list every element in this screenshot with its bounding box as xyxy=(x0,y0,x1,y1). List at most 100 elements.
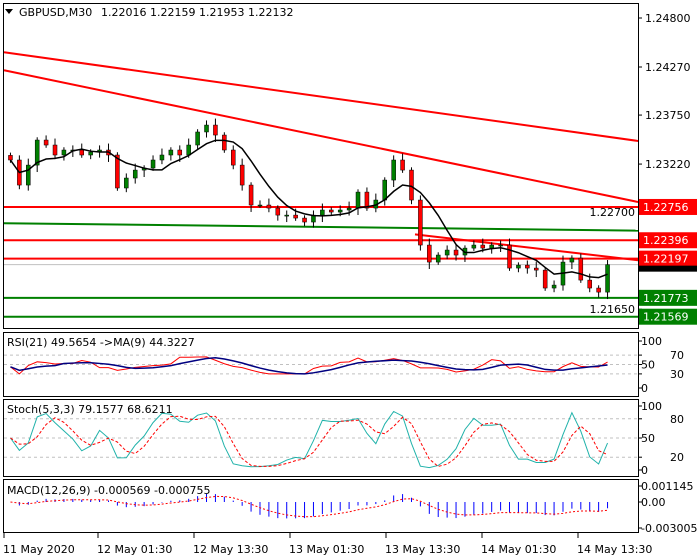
bear-candle xyxy=(222,134,227,151)
macd-panel xyxy=(10,493,609,519)
indicator-tick-label: 20 xyxy=(670,451,684,464)
stoch-signal-line xyxy=(10,415,608,467)
bull-candle xyxy=(159,154,165,161)
bull-candle xyxy=(489,244,494,249)
bull-candle xyxy=(355,191,361,209)
bear-candle xyxy=(542,269,548,289)
price-tick-label: 1.24800 xyxy=(645,12,691,25)
bull-candle xyxy=(124,177,129,189)
resistance-trendline xyxy=(3,69,639,203)
bear-candle xyxy=(52,144,58,156)
bear-candle xyxy=(578,257,584,281)
bear-candle xyxy=(231,149,236,166)
price-tick-label: 1.22700 xyxy=(590,206,636,219)
time-tick-label: 14 May 01:30 xyxy=(481,543,556,556)
bull-candle xyxy=(346,207,352,211)
bear-candle xyxy=(239,164,245,186)
price-tick-label: 1.24270 xyxy=(645,61,691,74)
bear-candle xyxy=(213,124,218,136)
current-price-label-bg xyxy=(639,265,697,272)
indicator-tick-label: 80 xyxy=(670,413,684,426)
rsi-title: RSI(21) 49.5654 ->MA(9) 44.3227 xyxy=(7,336,195,349)
indicator-tick-label: 0.001145 xyxy=(641,480,694,493)
bull-candle xyxy=(26,164,31,186)
bear-candle xyxy=(302,217,307,223)
bear-candle xyxy=(453,249,459,256)
price-level-label: 1.22756 xyxy=(643,201,689,214)
time-tick-label: 12 May 13:30 xyxy=(193,543,268,556)
bear-candle xyxy=(507,244,512,269)
bear-candle xyxy=(293,214,298,219)
bear-candle xyxy=(79,149,84,156)
price-level-label-bg xyxy=(639,198,697,215)
bear-candle xyxy=(525,264,530,269)
price-tick-label: 1.21650 xyxy=(590,303,636,316)
bull-candle xyxy=(382,179,387,201)
price-level-label-bg xyxy=(639,308,697,325)
bear-candle xyxy=(8,155,13,161)
indicator-tick-label: 50 xyxy=(641,432,655,445)
time-tick-label: 13 May 13:30 xyxy=(385,543,460,556)
rsi-line xyxy=(10,356,608,375)
moving-average-line xyxy=(9,139,608,279)
time-tick-label: 11 May 2020 xyxy=(3,543,75,556)
bull-candle xyxy=(195,131,200,146)
macd-title: MACD(12,26,9) -0.000569 -0.000755 xyxy=(7,484,210,497)
bear-candle xyxy=(480,244,486,249)
bear-candle xyxy=(587,279,592,289)
price-level-label: 1.21569 xyxy=(643,311,689,324)
price-level-label: 1.22396 xyxy=(643,234,689,247)
bull-candle xyxy=(605,264,610,293)
bull-candle xyxy=(498,244,503,247)
indicator-tick-label: 0.00 xyxy=(641,496,666,509)
bull-candle xyxy=(337,209,343,213)
bull-candle xyxy=(471,244,477,249)
bull-candle xyxy=(516,264,521,269)
bear-candle xyxy=(364,191,370,209)
bear-candle xyxy=(248,184,254,206)
stoch-main-line xyxy=(10,410,609,469)
price-level-label-bg xyxy=(639,250,697,267)
bear-candle xyxy=(266,204,272,209)
price-tick-label: 1.23750 xyxy=(645,109,691,122)
indicator-tick-label: 0 xyxy=(641,464,648,477)
stoch-panel xyxy=(4,410,638,469)
chart-symbol: GBPUSD,M30 xyxy=(19,6,92,19)
bull-candle xyxy=(61,149,67,156)
bear-candle xyxy=(596,287,601,293)
bear-candle xyxy=(427,244,432,263)
macd-panel-frame xyxy=(3,479,639,533)
time-tick-label: 14 May 13:30 xyxy=(577,543,652,556)
bear-candle xyxy=(329,209,334,213)
support-trendline xyxy=(3,222,639,232)
bear-candle xyxy=(418,199,423,246)
bull-candle xyxy=(132,169,138,179)
bull-candle xyxy=(168,149,174,156)
bull-candle xyxy=(204,124,209,133)
indicator-tick-label: 100 xyxy=(641,335,662,348)
indicator-tick-label: 100 xyxy=(641,400,662,413)
bull-candle xyxy=(284,214,289,217)
bull-candle xyxy=(34,139,40,166)
bull-candle xyxy=(391,159,396,181)
bull-candle xyxy=(186,144,191,156)
indicator-tick-label: 0 xyxy=(641,382,648,395)
indicator-tick-label: 50 xyxy=(641,359,655,372)
bear-candle xyxy=(177,149,183,156)
indicator-tick-label: -0.003005 xyxy=(641,522,697,535)
panel-frames xyxy=(3,3,639,533)
rsi-panel xyxy=(4,354,638,375)
indicator-tick-label: 70 xyxy=(670,349,684,362)
indicator-tick-label: 30 xyxy=(670,368,684,381)
bear-candle xyxy=(534,267,539,271)
bull-candle xyxy=(444,249,450,256)
time-tick-label: 12 May 01:30 xyxy=(97,543,172,556)
bull-candle xyxy=(551,284,557,289)
price-tick-label: 1.23220 xyxy=(645,158,691,171)
bear-candle xyxy=(115,154,120,189)
main-panel-frame xyxy=(3,3,639,329)
bull-candle xyxy=(569,257,575,263)
bear-candle xyxy=(400,159,405,171)
triangle-down-icon[interactable] xyxy=(5,9,13,14)
